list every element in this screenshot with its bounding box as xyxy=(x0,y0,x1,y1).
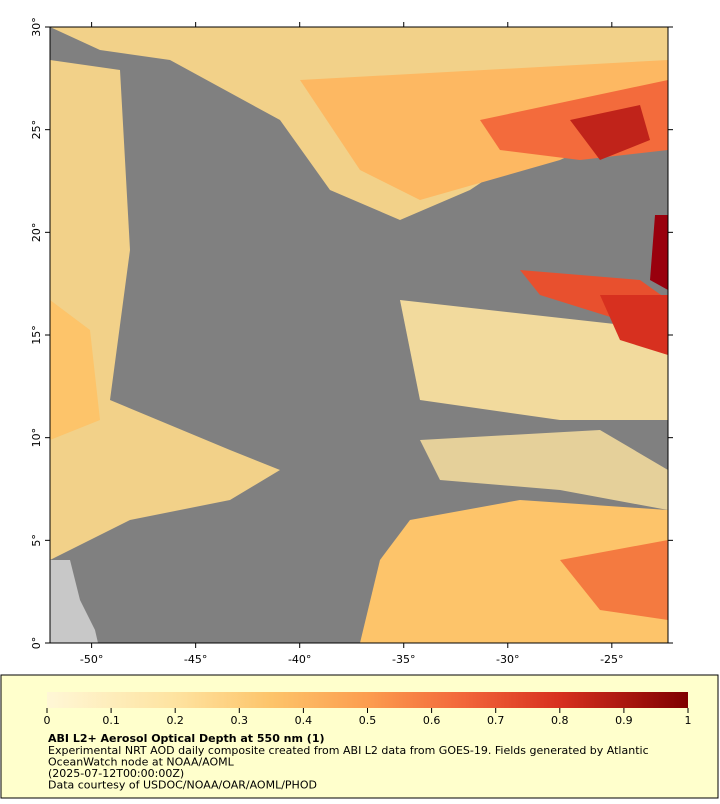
colorbar-tick-label: 0.3 xyxy=(231,714,249,727)
colorbar-tick-label: 0.1 xyxy=(102,714,120,727)
colorbar-tick-label: 0.5 xyxy=(359,714,377,727)
legend-line: Data courtesy of USDOC/NOAA/OAR/AOML/PHO… xyxy=(48,779,317,792)
y-tick-label: 0° xyxy=(30,637,43,650)
colorbar-axis: 0 0.1 0.2 0.3 0.4 0.5 0.6 0.7 0.8 0.9 1 xyxy=(44,708,692,727)
legend-line: (2025-07-12T00:00:00Z) xyxy=(48,767,184,780)
y-tick-label: 5° xyxy=(30,534,43,547)
y-tick-label: 20° xyxy=(30,223,43,243)
map-field xyxy=(50,27,668,643)
colorbar-tick-label: 0.2 xyxy=(166,714,184,727)
x-tick-label: -50° xyxy=(80,653,103,666)
colorbar xyxy=(47,692,688,708)
colorbar-tick-label: 0.7 xyxy=(487,714,505,727)
x-tick-label: -45° xyxy=(184,653,207,666)
y-tick-label: 25° xyxy=(30,120,43,140)
x-tick-label: -35° xyxy=(392,653,415,666)
y-tick-label: 30° xyxy=(30,17,43,37)
colorbar-tick-label: 1 xyxy=(685,714,692,727)
y-tick-label: 10° xyxy=(30,428,43,448)
colorbar-tick-label: 0.4 xyxy=(295,714,313,727)
x-tick-label: -30° xyxy=(496,653,519,666)
colorbar-tick-label: 0 xyxy=(44,714,51,727)
legend-lines: Experimental NRT AOD daily composite cre… xyxy=(48,744,649,792)
x-tick-label: -25° xyxy=(600,653,623,666)
axes: -50° -45° -40° -35° -30° -25° 0° 5° 10° 15° 20° 25°… xyxy=(30,17,673,666)
y-tick-label: 15° xyxy=(30,325,43,345)
colorbar-tick-label: 0.6 xyxy=(423,714,441,727)
colorbar-tick-label: 0.8 xyxy=(551,714,569,727)
legend-title: ABI L2+ Aerosol Optical Depth at 550 nm … xyxy=(48,732,325,745)
colorbar-tick-label: 0.9 xyxy=(615,714,633,727)
legend-line: Experimental NRT AOD daily composite cre… xyxy=(48,744,649,757)
legend-line: OceanWatch node at NOAA/AOML xyxy=(48,756,235,769)
x-tick-label: -40° xyxy=(288,653,311,666)
